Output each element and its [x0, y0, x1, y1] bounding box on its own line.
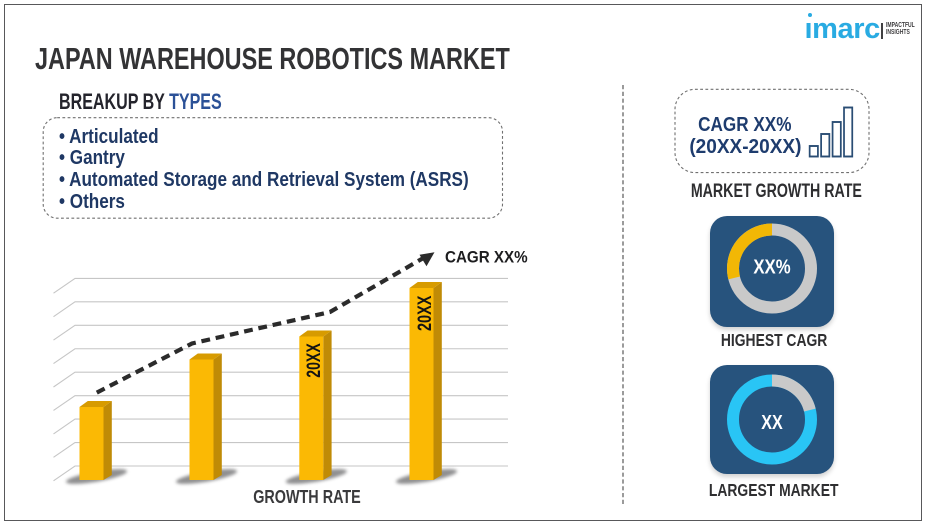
- svg-text:20XX: 20XX: [304, 343, 325, 378]
- svg-text:GROWTH RATE: GROWTH RATE: [253, 486, 361, 507]
- svg-text:XX%: XX%: [753, 255, 790, 278]
- svg-text:XX: XX: [761, 412, 783, 434]
- svg-text:CAGR XX%: CAGR XX%: [445, 249, 528, 267]
- svg-text:20XX: 20XX: [415, 295, 436, 331]
